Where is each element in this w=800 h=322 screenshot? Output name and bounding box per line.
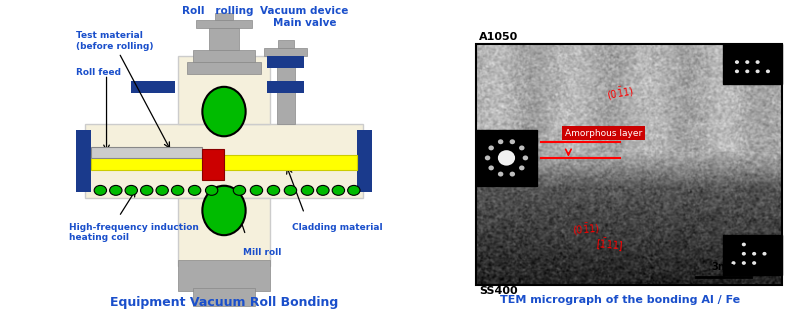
Circle shape bbox=[752, 252, 756, 256]
Circle shape bbox=[498, 139, 503, 144]
Ellipse shape bbox=[141, 185, 153, 195]
Text: Roll   rolling: Roll rolling bbox=[182, 6, 254, 16]
Circle shape bbox=[742, 261, 746, 265]
Ellipse shape bbox=[302, 185, 314, 195]
Text: Test material
(before rolling): Test material (before rolling) bbox=[76, 31, 153, 51]
Bar bbox=[723, 235, 782, 275]
Ellipse shape bbox=[250, 185, 262, 195]
Ellipse shape bbox=[125, 185, 138, 195]
Ellipse shape bbox=[348, 185, 360, 195]
Circle shape bbox=[742, 252, 746, 256]
Bar bbox=[131, 80, 174, 93]
Ellipse shape bbox=[110, 185, 122, 195]
Ellipse shape bbox=[156, 185, 168, 195]
Circle shape bbox=[489, 166, 494, 170]
Circle shape bbox=[755, 70, 760, 73]
Bar bbox=[267, 80, 304, 93]
Bar bbox=[91, 147, 202, 158]
Ellipse shape bbox=[189, 185, 201, 195]
Bar bbox=[178, 56, 270, 124]
Ellipse shape bbox=[94, 185, 106, 195]
Bar bbox=[193, 288, 255, 306]
Ellipse shape bbox=[171, 185, 184, 195]
Circle shape bbox=[519, 166, 525, 170]
Circle shape bbox=[510, 139, 515, 144]
Circle shape bbox=[752, 261, 756, 265]
Circle shape bbox=[510, 172, 515, 176]
Text: Mill roll: Mill roll bbox=[242, 248, 281, 257]
Bar bbox=[202, 149, 224, 180]
Ellipse shape bbox=[202, 87, 246, 136]
Bar bbox=[178, 260, 270, 291]
Circle shape bbox=[522, 156, 528, 160]
Circle shape bbox=[498, 150, 515, 166]
Text: Roll feed: Roll feed bbox=[76, 68, 121, 77]
Ellipse shape bbox=[234, 185, 246, 195]
Text: SS400: SS400 bbox=[479, 286, 518, 296]
Circle shape bbox=[742, 242, 746, 246]
Bar bbox=[209, 28, 239, 50]
Circle shape bbox=[766, 70, 770, 73]
Text: Vacuum device
Main valve: Vacuum device Main valve bbox=[260, 6, 349, 28]
Bar bbox=[723, 43, 782, 84]
Circle shape bbox=[489, 146, 494, 150]
Bar bbox=[76, 130, 91, 192]
Text: Cladding material: Cladding material bbox=[292, 223, 382, 232]
Circle shape bbox=[746, 60, 750, 64]
Ellipse shape bbox=[317, 185, 329, 195]
Circle shape bbox=[755, 60, 760, 64]
Bar bbox=[196, 20, 252, 28]
Text: High-frequency induction
heating coil: High-frequency induction heating coil bbox=[70, 223, 199, 242]
Bar bbox=[278, 41, 294, 48]
Ellipse shape bbox=[284, 185, 297, 195]
Circle shape bbox=[735, 60, 739, 64]
Bar bbox=[85, 124, 363, 198]
Ellipse shape bbox=[332, 185, 345, 195]
Circle shape bbox=[731, 261, 735, 265]
Text: TEM micrograph of the bonding Al / Fe: TEM micrograph of the bonding Al / Fe bbox=[500, 295, 740, 305]
Text: 3nm: 3nm bbox=[711, 262, 735, 272]
Circle shape bbox=[762, 252, 766, 256]
Bar bbox=[178, 198, 270, 266]
Text: $\mathit{(0\bar{1}1)}$: $\mathit{(0\bar{1}1)}$ bbox=[606, 83, 634, 103]
Text: A1050: A1050 bbox=[479, 32, 518, 42]
Bar bbox=[187, 62, 261, 74]
Circle shape bbox=[485, 156, 490, 160]
Bar bbox=[277, 56, 295, 124]
Circle shape bbox=[498, 172, 503, 176]
Bar bbox=[193, 50, 255, 62]
Bar bbox=[475, 130, 538, 186]
Bar bbox=[264, 48, 307, 56]
Bar bbox=[214, 13, 234, 20]
Ellipse shape bbox=[267, 185, 280, 195]
Bar bbox=[357, 130, 372, 192]
Bar bbox=[267, 56, 304, 68]
Text: $\mathit{[\bar{1}11]}$: $\mathit{[\bar{1}11]}$ bbox=[595, 235, 624, 253]
Circle shape bbox=[519, 146, 525, 150]
Text: Equipment Vacuum Roll Bonding: Equipment Vacuum Roll Bonding bbox=[110, 296, 338, 309]
Circle shape bbox=[746, 70, 750, 73]
Text: $\mathit{(0\bar{1}1)}$: $\mathit{(0\bar{1}1)}$ bbox=[571, 220, 600, 238]
Ellipse shape bbox=[202, 186, 246, 235]
Bar bbox=[91, 155, 357, 170]
Bar bbox=[475, 43, 782, 285]
Ellipse shape bbox=[206, 185, 218, 195]
Circle shape bbox=[735, 70, 739, 73]
Text: Amorphous layer: Amorphous layer bbox=[565, 129, 642, 138]
